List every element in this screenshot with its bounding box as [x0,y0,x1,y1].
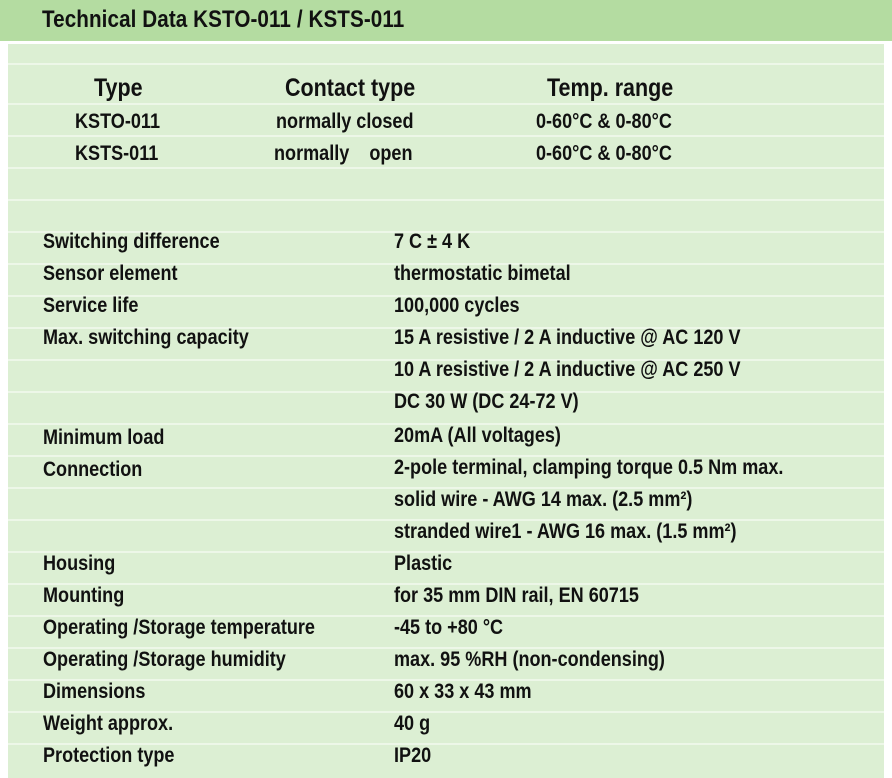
row-separator [8,391,884,393]
spec-value: for 35 mm DIN rail, EN 60715 [394,584,639,607]
row-separator [8,423,884,425]
spec-label-max-switching-capacity: Max. switching capacity [43,326,249,349]
row-separator [8,743,884,745]
row-separator [8,551,884,553]
row-separator [8,63,884,65]
type-cell: KSTO-011 [75,110,160,133]
col-header-contact-type: Contact type [285,74,416,102]
row-separator [8,263,884,265]
spec-label-operating-storage-temperature: Operating /Storage temperature [43,616,315,639]
spec-value: 40 g [394,712,431,735]
page-title: Technical Data KSTO-011 / KSTS-011 [42,6,405,33]
spec-label-housing: Housing [43,552,116,575]
row-separator [8,231,884,233]
spec-value: 7 C ± 4 K [394,230,471,253]
spec-value: stranded wire1 - AWG 16 max. (1.5 mm²) [394,520,737,543]
row-separator [8,647,884,649]
spec-label-weight: Weight approx. [43,712,174,735]
technical-data-panel: Type Contact type Temp. range KSTO-011 n… [8,44,884,778]
spec-value: 60 x 33 x 43 mm [394,680,532,703]
spec-value: 2-pole terminal, clamping torque 0.5 Nm … [394,456,784,479]
spec-value: IP20 [394,744,432,767]
title-bar: Technical Data KSTO-011 / KSTS-011 [0,0,892,44]
row-separator [8,455,884,457]
spec-value: max. 95 %RH (non-condensing) [394,648,665,671]
spec-value: 100,000 cycles [394,294,520,317]
row-separator [8,615,884,617]
spec-value: DC 30 W (DC 24-72 V) [394,390,579,413]
row-separator [8,167,884,169]
spec-value: 10 A resistive / 2 A inductive @ AC 250 … [394,358,741,381]
spec-value: -45 to +80 °C [394,616,504,639]
temp-range-cell: 0-60°C & 0-80°C [536,110,672,133]
row-separator [8,679,884,681]
spec-label-dimensions: Dimensions [43,680,146,703]
row-separator [8,711,884,713]
spec-label-operating-storage-humidity: Operating /Storage humidity [43,648,286,671]
row-separator [8,359,884,361]
spec-label-protection-type: Protection type [43,744,175,767]
spec-label-sensor-element: Sensor element [43,262,178,285]
col-header-type: Type [94,74,143,102]
spec-label-service-life: Service life [43,294,139,317]
row-separator [8,487,884,489]
spec-value: 15 A resistive / 2 A inductive @ AC 120 … [394,326,741,349]
spec-label-mounting: Mounting [43,584,125,607]
row-separator [8,135,884,137]
contact-type-cell: normally closed [276,110,414,133]
spec-value: solid wire - AWG 14 max. (2.5 mm²) [394,488,693,511]
row-separator [8,519,884,521]
col-header-temp-range: Temp. range [547,74,674,102]
row-separator [8,583,884,585]
row-separator [8,103,884,105]
spec-label-minimum-load: Minimum load [43,426,165,449]
temp-range-cell: 0-60°C & 0-80°C [536,142,672,165]
spec-value: Plastic [394,552,453,575]
type-cell: KSTS-011 [75,142,159,165]
spec-label-connection: Connection [43,458,143,481]
row-separator [8,199,884,201]
contact-type-cell: normally open [274,142,413,165]
spec-label-switching-difference: Switching difference [43,230,220,253]
spec-value: 20mA (All voltages) [394,424,561,447]
row-separator [8,327,884,329]
spec-value: thermostatic bimetal [394,262,571,285]
row-separator [8,295,884,297]
